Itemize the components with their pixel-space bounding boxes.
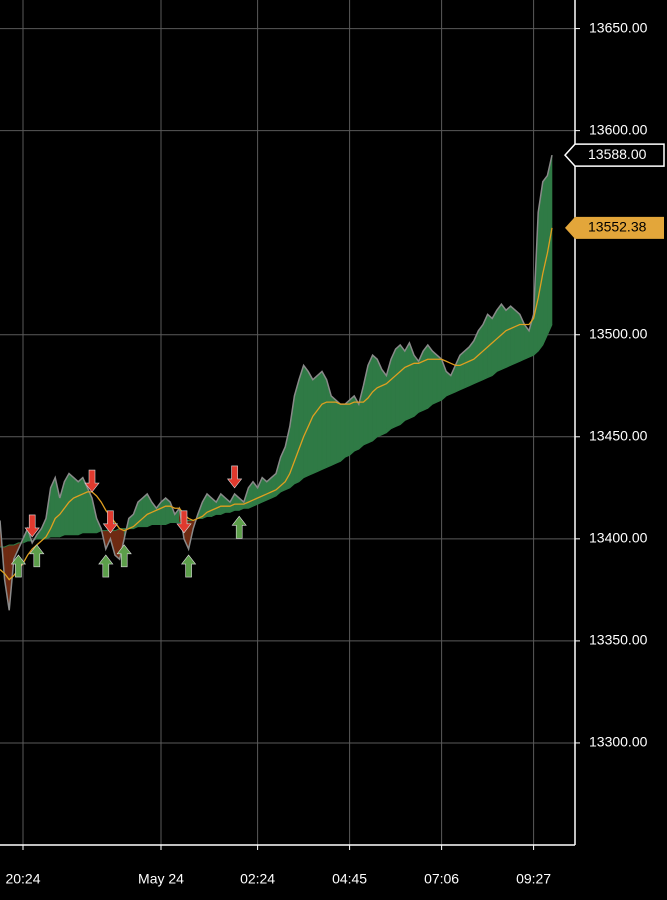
band-fill: [399, 344, 406, 426]
sell-arrow: [24, 514, 40, 538]
band-fill: [340, 403, 346, 462]
band-fill: [68, 472, 74, 536]
buy-arrow: [116, 544, 132, 568]
average-box: [565, 216, 664, 239]
buy-arrow: [98, 554, 114, 578]
buy-arrow: [29, 544, 45, 568]
y-tick-label: 13400.00: [589, 530, 648, 546]
sell-arrow: [176, 510, 192, 534]
band-fill: [464, 346, 470, 389]
last-price-box: [563, 143, 665, 167]
y-tick-label: 13450.00: [589, 427, 648, 443]
y-tick-label: 13350.00: [589, 632, 648, 648]
band-fill: [505, 305, 511, 368]
band-fill: [390, 348, 396, 430]
band-fill: [298, 365, 304, 483]
y-tick-label: 13650.00: [589, 19, 648, 35]
band-fill: [436, 354, 442, 403]
band-fill: [381, 368, 387, 436]
band-fill: [376, 359, 383, 438]
band-fill: [344, 399, 350, 458]
band-fill: [114, 528, 120, 560]
band-fill: [349, 395, 355, 456]
band-fill: [501, 303, 507, 370]
last-price-label: 13588.00: [588, 146, 647, 162]
band-fill: [547, 155, 553, 335]
buy-arrow: [231, 515, 247, 539]
band-fill: [312, 374, 318, 474]
band-fill: [73, 476, 79, 536]
x-tick-label: 04:45: [332, 871, 367, 887]
y-tick-label: 13300.00: [589, 734, 648, 750]
band-fill: [422, 344, 429, 411]
buy-arrow: [10, 554, 27, 578]
band-fill: [395, 344, 401, 428]
band-fill: [459, 350, 465, 391]
y-tick-label: 13600.00: [589, 121, 648, 137]
x-tick-label: 09:27: [516, 871, 551, 887]
plot-area: [0, 154, 553, 611]
base-line: [0, 324, 553, 548]
band-fill: [317, 370, 323, 472]
x-tick-label: 02:24: [240, 871, 275, 887]
band-fill: [514, 309, 521, 364]
x-tick-label: 07:06: [424, 871, 459, 887]
band-fill: [142, 493, 148, 527]
x-tick-label: May 24: [138, 871, 184, 887]
sell-arrow: [226, 465, 243, 489]
band-fill: [303, 364, 309, 479]
sell-arrow: [102, 510, 119, 534]
price-line: [0, 154, 553, 611]
band-fill: [510, 305, 516, 366]
band-fill: [542, 174, 548, 346]
band-fill: [372, 354, 378, 442]
band-fill: [330, 395, 337, 466]
band-fill: [404, 341, 410, 421]
average-label: 13552.38: [588, 219, 647, 235]
band-fill: [468, 339, 475, 387]
sell-arrow: [84, 469, 100, 493]
x-tick-label: 20:24: [5, 871, 40, 887]
buy-arrow: [180, 554, 197, 578]
band-fill: [413, 354, 419, 418]
band-fill: [367, 355, 373, 444]
band-fill: [321, 370, 327, 470]
band-fill: [335, 399, 341, 464]
y-tick-label: 13500.00: [589, 325, 648, 341]
band-fill: [77, 476, 84, 536]
band-fill: [427, 344, 433, 409]
